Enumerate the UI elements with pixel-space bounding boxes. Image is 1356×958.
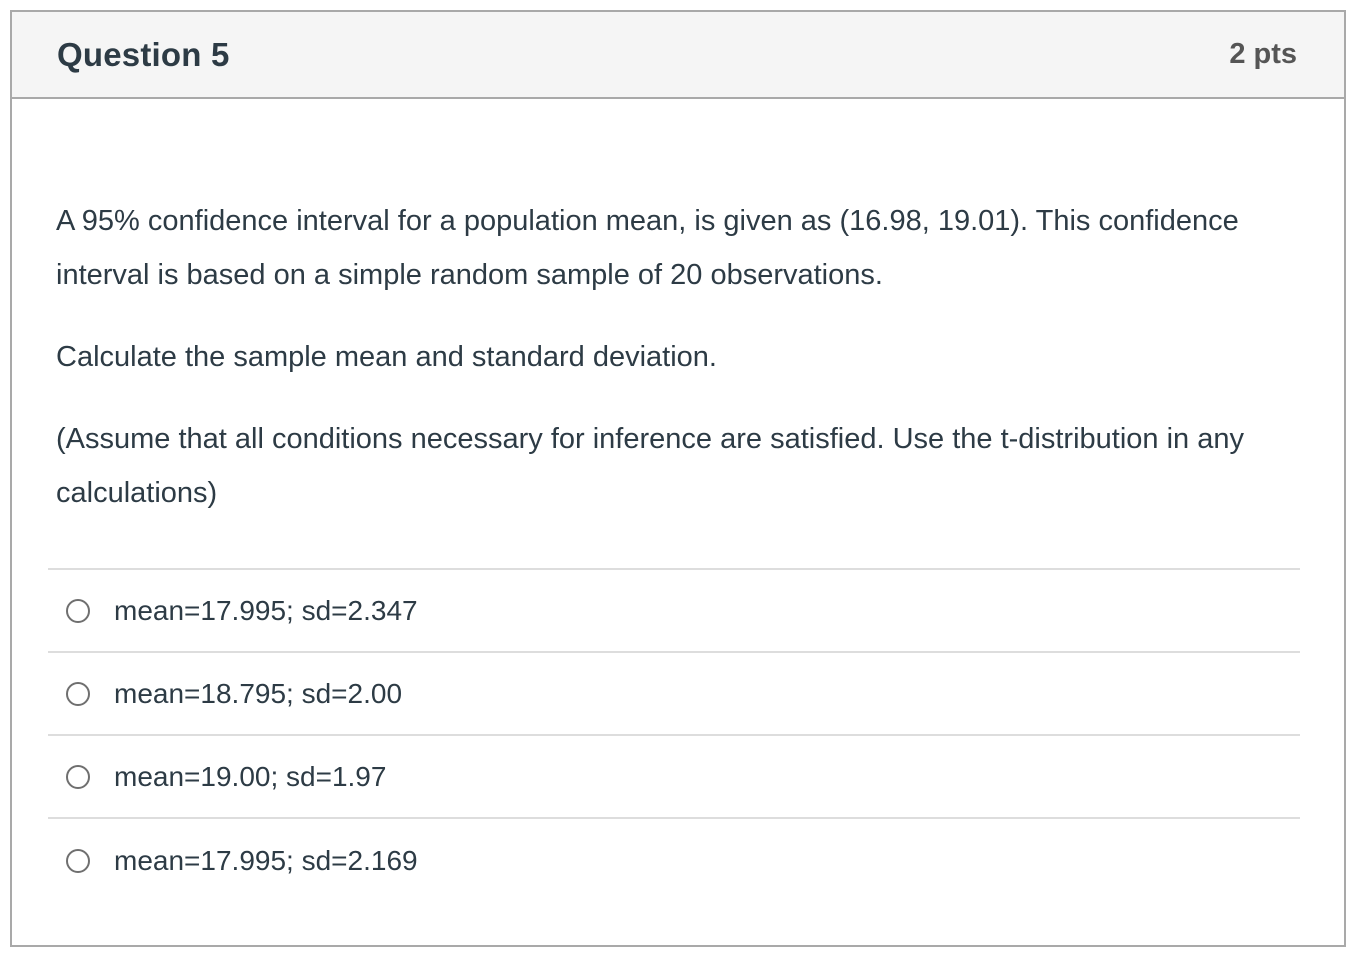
answer-options-list: mean=17.995; sd=2.347 mean=18.795; sd=2.… (48, 568, 1300, 903)
answer-label[interactable]: mean=17.995; sd=2.347 (114, 594, 418, 626)
answer-label[interactable]: mean=17.995; sd=2.169 (114, 845, 418, 876)
radio-button-icon[interactable] (66, 681, 90, 706)
question-title: Question 5 (57, 35, 230, 73)
answer-option[interactable]: mean=19.00; sd=1.97 (48, 734, 1300, 817)
answer-option[interactable]: mean=17.995; sd=2.347 (48, 568, 1300, 651)
answer-option[interactable]: mean=18.795; sd=2.00 (48, 651, 1300, 734)
radio-button-icon[interactable] (66, 764, 90, 789)
question-text-paragraph: (Assume that all conditions necessary fo… (56, 423, 1244, 509)
question-text: A 95% confidence interval for a populati… (56, 194, 1300, 520)
answer-option[interactable]: mean=17.995; sd=2.169 (48, 817, 1300, 903)
radio-button-icon[interactable] (66, 849, 90, 873)
question-card: Question 5 2 pts A 95% confidence interv… (10, 10, 1346, 947)
answer-label[interactable]: mean=18.795; sd=2.00 (114, 677, 403, 709)
question-points: 2 pts (1229, 38, 1297, 70)
question-body: A 95% confidence interval for a populati… (12, 99, 1344, 945)
question-text-paragraph: Calculate the sample mean and standard d… (56, 341, 717, 373)
question-header: Question 5 2 pts (12, 12, 1344, 99)
question-text-paragraph: A 95% confidence interval for a populati… (56, 205, 1239, 291)
radio-button-icon[interactable] (66, 598, 90, 623)
answer-label[interactable]: mean=19.00; sd=1.97 (114, 760, 387, 792)
